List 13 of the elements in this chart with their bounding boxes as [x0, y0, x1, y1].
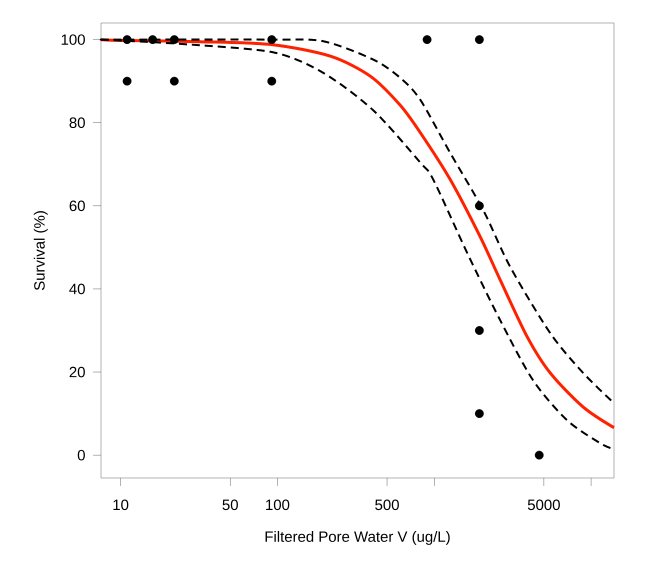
- y-tick-label: 60: [70, 200, 85, 212]
- x-tick-label: 10: [113, 500, 128, 510]
- y-tick-label: 20: [70, 366, 85, 378]
- x-axis-title: Filtered Pore Water V (ug/L): [266, 530, 450, 545]
- y-tick-label: 100: [62, 34, 85, 45]
- x-tick-label: 5000: [528, 500, 560, 510]
- x-tick-label: 100: [266, 500, 290, 510]
- y-tick-label: 0: [78, 450, 85, 460]
- y-tick-label: 80: [70, 117, 85, 128]
- x-tick-label: 500: [375, 500, 399, 510]
- y-tick-label: 40: [69, 284, 85, 294]
- y-axis-title: Survival (%): [34, 211, 48, 290]
- x-tick-label: 50: [222, 500, 238, 510]
